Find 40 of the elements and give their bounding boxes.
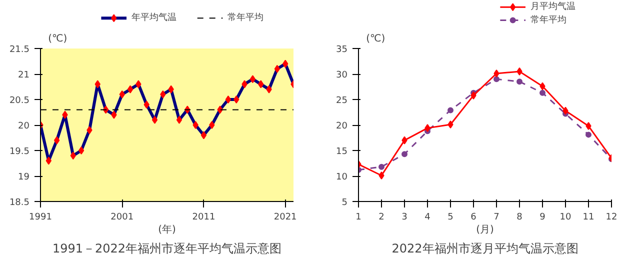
text: 2022年福州市逐月平均气温示意图	[392, 242, 578, 256]
legend-label: 常年平均	[530, 14, 567, 26]
x-axis-title: (月)	[476, 224, 494, 236]
y-tick-label: 19.5	[9, 147, 30, 157]
x-tick-label: 11	[582, 212, 594, 222]
x-tick-label: 1	[356, 212, 362, 222]
x-tick-label: 2	[378, 212, 384, 222]
x-tick-label: 2021	[274, 212, 297, 222]
y-tick-label: 19	[18, 172, 30, 182]
legend-label: 年平均气温	[132, 12, 177, 24]
y-axis-title: (℃)	[48, 34, 68, 44]
y-tick-label: 20	[18, 122, 30, 132]
y-tick-label: 10	[336, 172, 348, 182]
x-tick-label: 8	[516, 212, 523, 222]
text: 1991－2022年福州市逐年平均气温示意图	[52, 242, 282, 256]
y-tick-label: 15	[336, 147, 348, 157]
x-tick-label: 6	[470, 212, 477, 222]
x-tick-label: 10	[560, 212, 572, 222]
x-tick-label: 3	[402, 212, 408, 222]
legend-label: 常年平均	[228, 12, 264, 24]
y-tick-label: 20	[336, 122, 348, 132]
y-tick-label: 18.5	[9, 198, 30, 208]
x-tick-label: 4	[424, 212, 431, 222]
x-tick-label: 2001	[110, 212, 134, 222]
y-tick-label: 21	[18, 70, 30, 80]
x-tick-label: 9	[540, 212, 546, 222]
x-tick-label: 12	[606, 212, 618, 222]
x-axis-title: (年)	[158, 224, 176, 236]
legend-label: 月平均气温	[530, 1, 576, 12]
x-tick-label: 7	[494, 212, 500, 222]
x-tick-label: 2011	[192, 212, 216, 222]
y-tick-label: 35	[336, 45, 348, 55]
y-tick-label: 25	[336, 96, 348, 106]
y-tick-label: 30	[336, 70, 348, 80]
x-tick-label: 5	[448, 212, 454, 222]
y-axis-title: (℃)	[366, 34, 386, 44]
x-tick-label: 1991	[29, 212, 52, 222]
y-tick-label: 21.5	[9, 45, 30, 55]
y-tick-label: 5	[342, 198, 348, 208]
y-tick-label: 20.5	[9, 96, 30, 106]
